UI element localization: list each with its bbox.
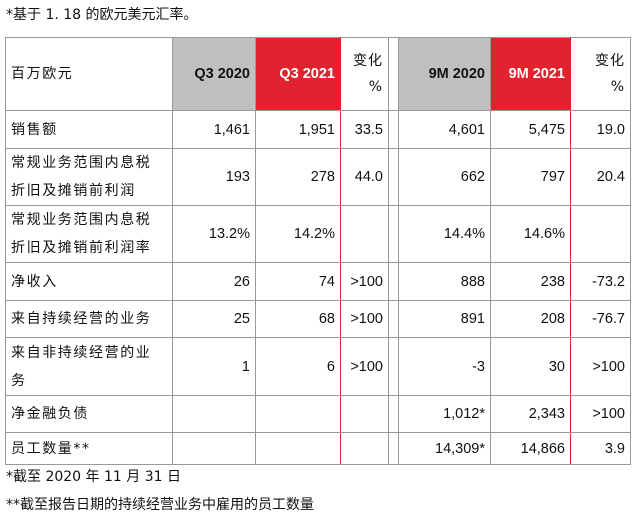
cell [570,205,631,263]
cell: >100 [570,337,631,396]
cell [255,432,341,465]
row-label: 常规业务范围内息税折旧及摊销前利润率 [5,205,173,263]
cell: 14.6% [490,205,571,263]
cell: 5,475 [490,110,571,149]
cell: 2,343 [490,395,571,433]
table-row: 净金融负债 1,012* 2,343 >100 [5,395,631,433]
cell: 74 [255,262,341,301]
cell: 30 [490,337,571,396]
cell: 26 [172,262,256,301]
table-row: 常规业务范围内息税折旧及摊销前利润率 13.2% 14.2% 14.4% 14.6% [5,205,631,263]
cell: 20.4 [570,148,631,206]
cell: >100 [340,300,389,338]
row-label: 净金融负债 [5,395,173,433]
cell [388,395,399,433]
header-cell [388,37,399,111]
cell [172,432,256,465]
cell [340,432,389,465]
row-label: 净收入 [5,262,173,301]
cell: 888 [398,262,491,301]
cell [388,205,399,263]
cell [388,262,399,301]
cell: 6 [255,337,341,396]
cell [388,110,399,149]
cell: 891 [398,300,491,338]
cell: 14.4% [398,205,491,263]
header-cell: Q3 2021 [255,37,341,111]
results-table: 百万欧元 Q3 2020 Q3 2021 变化 % 9M 2020 9M 2021 变化 %… [5,37,631,465]
cell: -73.2 [570,262,631,301]
cell: 662 [398,148,491,206]
table-row: 来自非持续经营的业务 1 6 >100 -3 30 >100 [5,337,631,396]
header-cell: 变化 % [570,37,631,111]
table-row: 净收入 26 74 >100 888 238 -73.2 [5,262,631,301]
cell: 68 [255,300,341,338]
cell: -3 [398,337,491,396]
cell: 3.9 [570,432,631,465]
cell: 4,601 [398,110,491,149]
cell: 238 [490,262,571,301]
cell: >100 [570,395,631,433]
header-cell: 百万欧元 [5,37,173,111]
footnote: *截至 2020 年 11 月 31 日 [6,469,181,485]
cell: 14.2% [255,205,341,263]
cell [388,148,399,206]
cell [172,395,256,433]
cell [388,337,399,396]
cell [388,300,399,338]
header-cell: 9M 2021 [490,37,571,111]
row-label: 来自持续经营的业务 [5,300,173,338]
cell: 14,866 [490,432,571,465]
cell: 193 [172,148,256,206]
cell [340,205,389,263]
cell: -76.7 [570,300,631,338]
cell: 1 [172,337,256,396]
cell: 44.0 [340,148,389,206]
cell: 1,461 [172,110,256,149]
header-row: 百万欧元 Q3 2020 Q3 2021 变化 % 9M 2020 9M 2021 变化 % [5,37,631,111]
cell: 14,309* [398,432,491,465]
cell: 797 [490,148,571,206]
footnote: **截至报告日期的持续经营业务中雇用的员工数量 [6,497,314,513]
cell: 13.2% [172,205,256,263]
row-label: 来自非持续经营的业务 [5,337,173,396]
row-label: 员工数量** [5,432,173,465]
row-label: 常规业务范围内息税折旧及摊销前利润 [5,148,173,206]
exchange-note: *基于 1. 18 的欧元美元汇率。 [6,7,198,23]
cell: 25 [172,300,256,338]
table-row: 来自持续经营的业务 25 68 >100 891 208 -76.7 [5,300,631,338]
header-cell: Q3 2020 [172,37,256,111]
cell [340,395,389,433]
cell [255,395,341,433]
cell [388,432,399,465]
cell: >100 [340,337,389,396]
table-row: 销售额 1,461 1,951 33.5 4,601 5,475 19.0 [5,110,631,149]
cell: >100 [340,262,389,301]
cell: 33.5 [340,110,389,149]
table-row: 员工数量** 14,309* 14,866 3.9 [5,432,631,465]
cell: 278 [255,148,341,206]
cell: 208 [490,300,571,338]
row-label: 销售额 [5,110,173,149]
header-cell: 9M 2020 [398,37,491,111]
cell: 1,012* [398,395,491,433]
cell: 19.0 [570,110,631,149]
cell: 1,951 [255,110,341,149]
table-row: 常规业务范围内息税折旧及摊销前利润 193 278 44.0 662 797 20.4 [5,148,631,206]
header-cell: 变化 % [340,37,389,111]
